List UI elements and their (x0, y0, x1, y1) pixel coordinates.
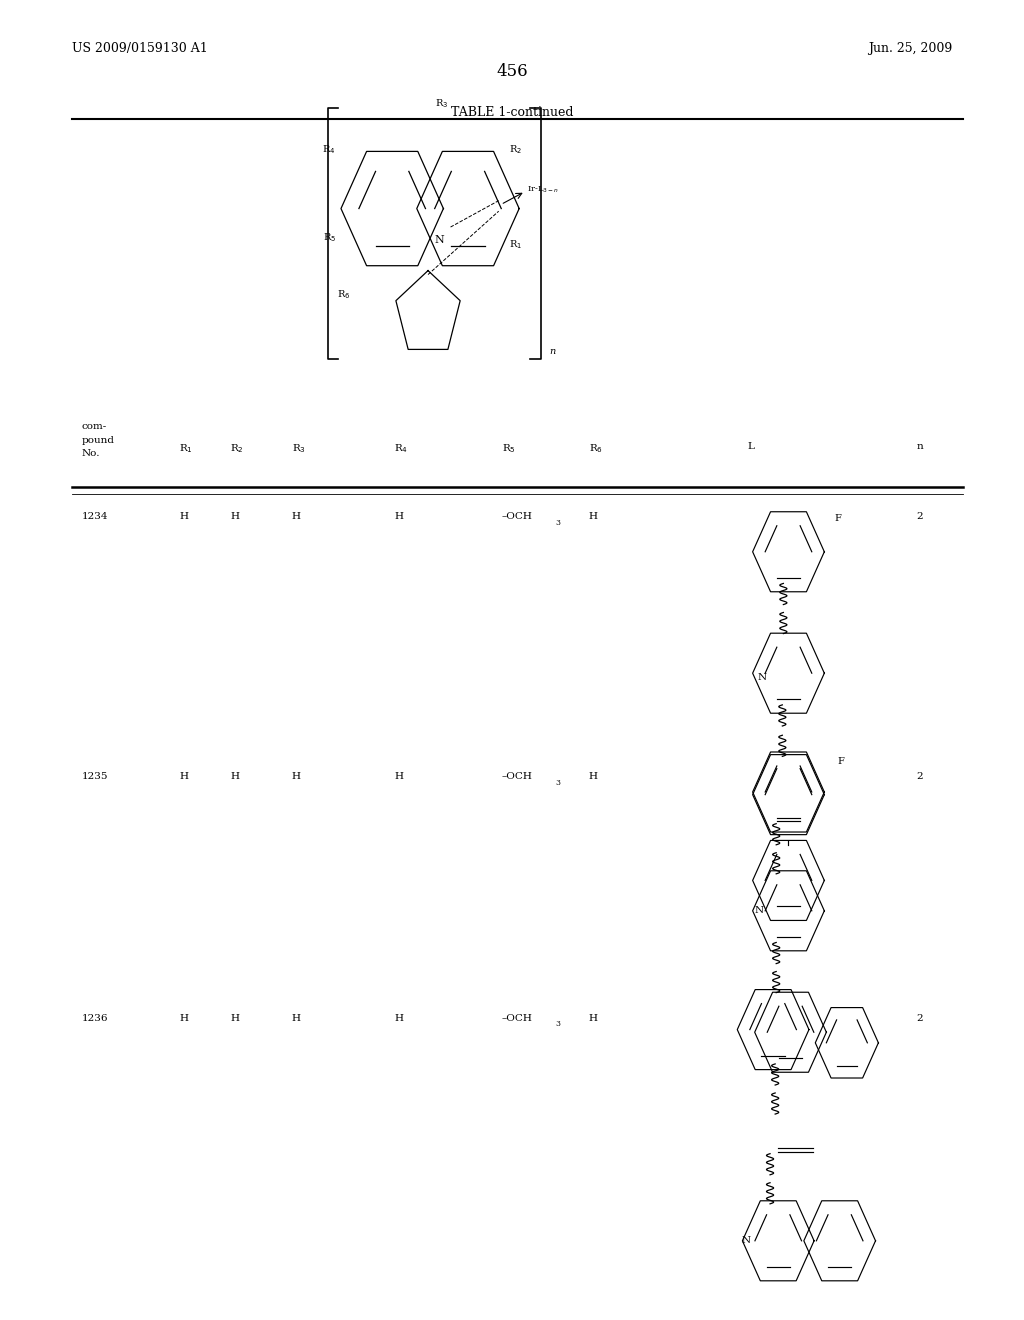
Text: R$_6$: R$_6$ (589, 442, 603, 455)
Text: pound: pound (82, 436, 115, 445)
Text: R$_6$: R$_6$ (337, 288, 350, 301)
Text: TABLE 1-continued: TABLE 1-continued (451, 106, 573, 119)
Text: H: H (230, 772, 240, 781)
Text: 1236: 1236 (82, 1014, 109, 1023)
Text: –OCH: –OCH (502, 772, 532, 781)
Text: R$_4$: R$_4$ (323, 143, 336, 156)
Text: R$_2$: R$_2$ (509, 143, 522, 156)
Text: N: N (742, 1237, 751, 1245)
Text: R$_5$: R$_5$ (323, 231, 336, 244)
Text: H: H (292, 772, 301, 781)
Text: 1235: 1235 (82, 772, 109, 781)
Text: 1234: 1234 (82, 512, 109, 521)
Text: H: H (394, 772, 403, 781)
Text: R$_3$: R$_3$ (292, 442, 306, 455)
Text: H: H (589, 772, 598, 781)
Text: 2: 2 (916, 1014, 923, 1023)
Text: US 2009/0159130 A1: US 2009/0159130 A1 (72, 42, 208, 55)
Text: R$_5$: R$_5$ (502, 442, 516, 455)
Text: H: H (292, 512, 301, 521)
Text: N: N (434, 235, 444, 246)
Text: –OCH: –OCH (502, 1014, 532, 1023)
Text: H: H (394, 512, 403, 521)
Text: H: H (230, 1014, 240, 1023)
Text: H: H (230, 512, 240, 521)
Text: com-: com- (82, 422, 108, 432)
Text: 2: 2 (916, 772, 923, 781)
Text: H: H (394, 1014, 403, 1023)
Text: 3: 3 (555, 779, 560, 787)
Text: H: H (589, 1014, 598, 1023)
Text: R$_3$: R$_3$ (435, 96, 447, 110)
Text: H: H (179, 512, 188, 521)
Text: N: N (755, 907, 763, 915)
Text: Jun. 25, 2009: Jun. 25, 2009 (868, 42, 952, 55)
Text: L: L (748, 442, 755, 451)
Text: H: H (179, 1014, 188, 1023)
Text: H: H (179, 772, 188, 781)
Text: F: F (835, 515, 842, 523)
Text: Ir-L$_{3-n}$: Ir-L$_{3-n}$ (527, 185, 559, 195)
Text: No.: No. (82, 449, 100, 458)
Text: H: H (292, 1014, 301, 1023)
Text: R$_4$: R$_4$ (394, 442, 409, 455)
Text: n: n (549, 347, 555, 356)
Text: R$_2$: R$_2$ (230, 442, 244, 455)
Text: 3: 3 (555, 1020, 560, 1028)
Text: H: H (589, 512, 598, 521)
Text: F: F (838, 758, 845, 766)
Text: 456: 456 (497, 63, 527, 81)
Text: R$_1$: R$_1$ (509, 238, 522, 251)
Text: –OCH: –OCH (502, 512, 532, 521)
Text: 2: 2 (916, 512, 923, 521)
Text: R$_1$: R$_1$ (179, 442, 194, 455)
Text: 3: 3 (555, 519, 560, 527)
Text: N: N (758, 673, 766, 681)
Text: n: n (916, 442, 924, 451)
